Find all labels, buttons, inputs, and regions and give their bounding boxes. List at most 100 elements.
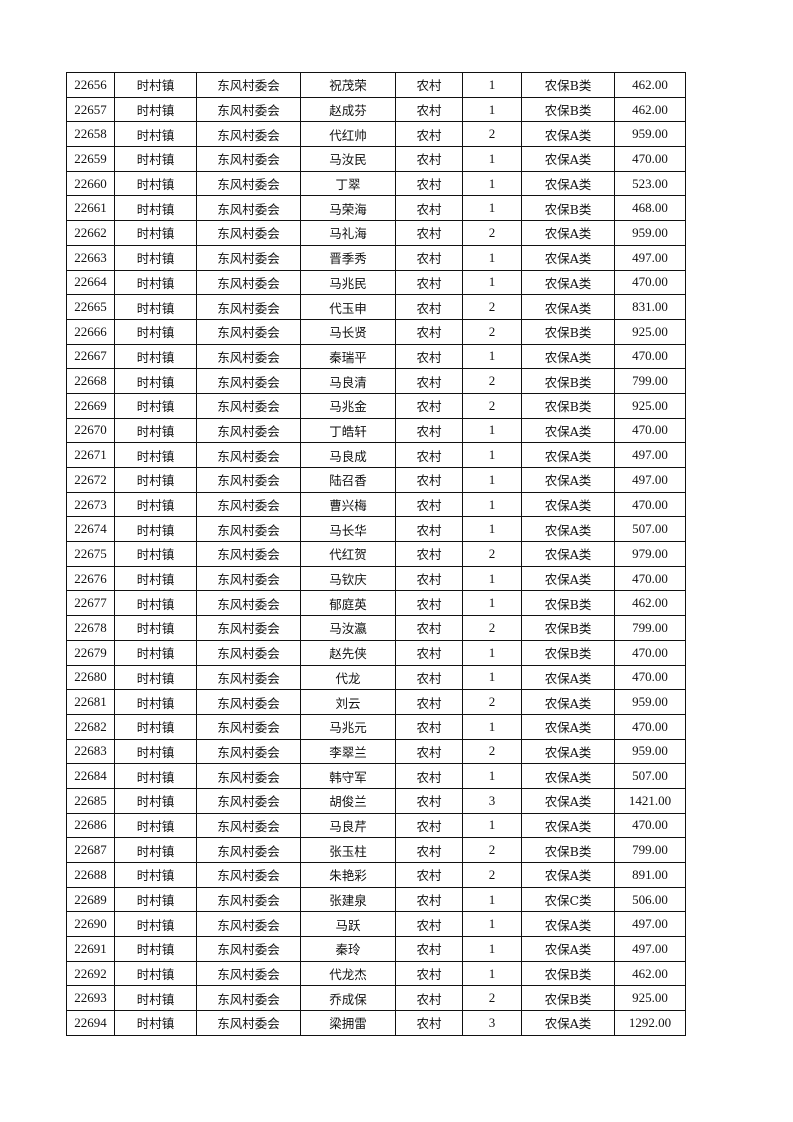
household-count-cell: 1	[462, 442, 522, 468]
village-committee-cell: 东风村委会	[196, 911, 301, 938]
insurance-category-cell: 农保A类	[521, 170, 615, 197]
village-committee-cell: 东风村委会	[196, 244, 301, 271]
town-cell: 时村镇	[114, 812, 197, 839]
row-id-cell: 22678	[66, 615, 115, 641]
person-name-cell: 马良芹	[300, 812, 396, 839]
area-type-cell: 农村	[395, 96, 463, 123]
town-cell: 时村镇	[114, 1010, 197, 1036]
area-type-cell: 农村	[395, 787, 463, 814]
town-cell: 时村镇	[114, 516, 197, 543]
person-name-cell: 丁翠	[300, 170, 396, 197]
town-cell: 时村镇	[114, 615, 197, 641]
table-row: 22678 时村镇 东风村委会 马汝瀛 农村 2 农保B类 799.00	[66, 615, 686, 641]
amount-cell: 959.00	[614, 220, 686, 246]
person-name-cell: 韩守军	[300, 763, 396, 789]
area-type-cell: 农村	[395, 886, 463, 913]
town-cell: 时村镇	[114, 417, 197, 444]
village-committee-cell: 东风村委会	[196, 195, 301, 222]
town-cell: 时村镇	[114, 96, 197, 123]
person-name-cell: 马长贤	[300, 318, 396, 345]
row-id-cell: 22661	[66, 195, 115, 222]
household-count-cell: 1	[462, 417, 522, 444]
insurance-category-cell: 农保A类	[521, 812, 615, 839]
area-type-cell: 农村	[395, 368, 463, 394]
insurance-category-cell: 农保A类	[521, 294, 615, 320]
amount-cell: 462.00	[614, 590, 686, 617]
village-committee-cell: 东风村委会	[196, 467, 301, 493]
person-name-cell: 代玉申	[300, 294, 396, 320]
area-type-cell: 农村	[395, 220, 463, 246]
row-id-cell: 22667	[66, 343, 115, 370]
town-cell: 时村镇	[114, 639, 197, 666]
amount-cell: 1292.00	[614, 1010, 686, 1036]
insurance-category-cell: 农保A类	[521, 689, 615, 715]
town-cell: 时村镇	[114, 763, 197, 789]
amount-cell: 959.00	[614, 121, 686, 148]
amount-cell: 925.00	[614, 392, 686, 419]
village-committee-cell: 东风村委会	[196, 590, 301, 617]
town-cell: 时村镇	[114, 146, 197, 172]
area-type-cell: 农村	[395, 516, 463, 543]
person-name-cell: 张玉柱	[300, 837, 396, 863]
area-type-cell: 农村	[395, 664, 463, 691]
area-type-cell: 农村	[395, 837, 463, 863]
person-name-cell: 代红帅	[300, 121, 396, 148]
row-id-cell: 22684	[66, 763, 115, 789]
household-count-cell: 3	[462, 787, 522, 814]
table-row: 22693 时村镇 东风村委会 乔成保 农村 2 农保B类 925.00	[66, 985, 686, 1012]
town-cell: 时村镇	[114, 72, 197, 98]
town-cell: 时村镇	[114, 985, 197, 1012]
person-name-cell: 李翠兰	[300, 738, 396, 765]
area-type-cell: 农村	[395, 713, 463, 740]
town-cell: 时村镇	[114, 269, 197, 296]
row-id-cell: 22691	[66, 936, 115, 962]
town-cell: 时村镇	[114, 886, 197, 913]
row-id-cell: 22682	[66, 713, 115, 740]
village-committee-cell: 东风村委会	[196, 392, 301, 419]
amount-cell: 799.00	[614, 615, 686, 641]
insurance-category-cell: 农保A类	[521, 516, 615, 543]
household-count-cell: 2	[462, 121, 522, 148]
insurance-category-cell: 农保B类	[521, 837, 615, 863]
area-type-cell: 农村	[395, 689, 463, 715]
household-count-cell: 2	[462, 615, 522, 641]
row-id-cell: 22676	[66, 565, 115, 592]
household-count-cell: 1	[462, 565, 522, 592]
table-row: 22668 时村镇 东风村委会 马良清 农村 2 农保B类 799.00	[66, 368, 686, 394]
table-row: 22658 时村镇 东风村委会 代红帅 农村 2 农保A类 959.00	[66, 121, 686, 148]
amount-cell: 831.00	[614, 294, 686, 320]
table-row: 22683 时村镇 东风村委会 李翠兰 农村 2 农保A类 959.00	[66, 738, 686, 765]
area-type-cell: 农村	[395, 738, 463, 765]
area-type-cell: 农村	[395, 269, 463, 296]
town-cell: 时村镇	[114, 368, 197, 394]
row-id-cell: 22657	[66, 96, 115, 123]
village-committee-cell: 东风村委会	[196, 960, 301, 987]
table-row: 22686 时村镇 东风村委会 马良芹 农村 1 农保A类 470.00	[66, 812, 686, 839]
table-row: 22691 时村镇 东风村委会 秦玲 农村 1 农保A类 497.00	[66, 936, 686, 962]
household-count-cell: 1	[462, 170, 522, 197]
insurance-category-cell: 农保A类	[521, 862, 615, 888]
person-name-cell: 胡俊兰	[300, 787, 396, 814]
person-name-cell: 马礼海	[300, 220, 396, 246]
area-type-cell: 农村	[395, 936, 463, 962]
town-cell: 时村镇	[114, 442, 197, 468]
table-row: 22680 时村镇 东风村委会 代龙 农村 1 农保A类 470.00	[66, 664, 686, 691]
person-name-cell: 代龙	[300, 664, 396, 691]
row-id-cell: 22690	[66, 911, 115, 938]
table-row: 22687 时村镇 东风村委会 张玉柱 农村 2 农保B类 799.00	[66, 837, 686, 863]
village-committee-cell: 东风村委会	[196, 886, 301, 913]
insurance-category-cell: 农保A类	[521, 121, 615, 148]
amount-cell: 506.00	[614, 886, 686, 913]
row-id-cell: 22686	[66, 812, 115, 839]
village-committee-cell: 东风村委会	[196, 615, 301, 641]
household-count-cell: 2	[462, 294, 522, 320]
amount-cell: 497.00	[614, 936, 686, 962]
person-name-cell: 赵先侠	[300, 639, 396, 666]
household-count-cell: 2	[462, 738, 522, 765]
area-type-cell: 农村	[395, 862, 463, 888]
table-row: 22663 时村镇 东风村委会 晋季秀 农村 1 农保A类 497.00	[66, 244, 686, 271]
amount-cell: 891.00	[614, 862, 686, 888]
person-name-cell: 马兆民	[300, 269, 396, 296]
town-cell: 时村镇	[114, 713, 197, 740]
village-committee-cell: 东风村委会	[196, 318, 301, 345]
